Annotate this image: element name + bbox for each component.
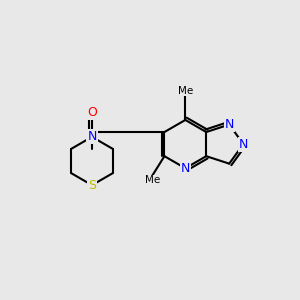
Text: S: S xyxy=(88,179,96,192)
Text: N: N xyxy=(224,118,234,131)
Text: N: N xyxy=(239,138,248,151)
Text: N: N xyxy=(87,130,97,143)
Text: Me: Me xyxy=(145,176,160,185)
Text: N: N xyxy=(181,162,190,175)
Text: Me: Me xyxy=(178,86,193,96)
Text: O: O xyxy=(87,106,97,119)
